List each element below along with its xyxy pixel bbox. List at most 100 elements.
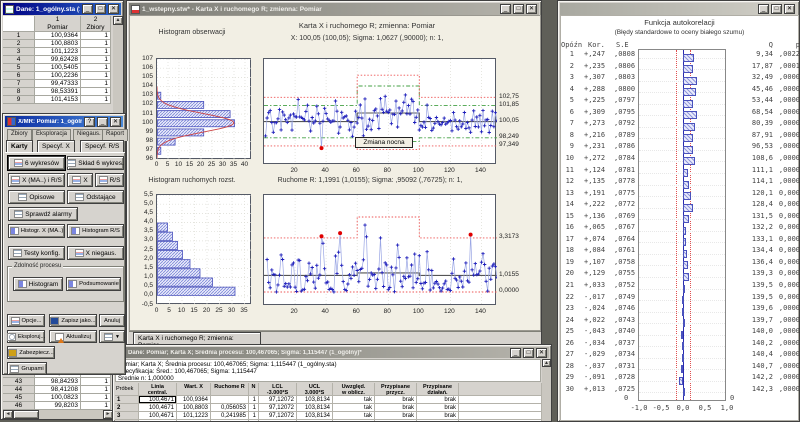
cell[interactable]: 1 — [249, 396, 259, 404]
cell[interactable]: 100,4671 — [139, 404, 177, 412]
column-header[interactable]: Ruchome R — [211, 383, 249, 396]
cell[interactable]: brak — [375, 404, 417, 412]
cell[interactable]: 101,1223 — [177, 412, 211, 420]
tab-raport[interactable]: Raport — [102, 129, 129, 141]
maximize-button[interactable]: □ — [513, 4, 524, 14]
cell[interactable]: 97,12072 — [259, 404, 297, 412]
cell[interactable]: 100,4671 — [139, 396, 177, 404]
cell[interactable]: 1 — [249, 420, 259, 421]
close-button[interactable]: ✕ — [108, 4, 119, 14]
horizontal-scrollbar[interactable] — [3, 410, 113, 419]
minimize-button[interactable]: _ — [500, 4, 511, 14]
maximize-button[interactable]: □ — [523, 347, 534, 358]
cell[interactable]: 1 — [81, 386, 111, 394]
column-header[interactable]: N — [249, 383, 259, 396]
anuluj-button[interactable]: Anuluj — [99, 314, 125, 327]
cell[interactable]: 99,8203 — [35, 402, 81, 410]
column-header[interactable]: Przypisane działań. — [417, 383, 459, 396]
column-header[interactable]: UCL 3.000*S — [297, 383, 333, 396]
column-header[interactable]: 2 Zbiory — [81, 16, 111, 32]
histogram-rs-button[interactable]: Histogram R/S — [67, 224, 124, 238]
zdolnosc-histogram-button[interactable]: Histogram — [13, 277, 63, 291]
scroll-up-button[interactable]: ▲ — [113, 16, 123, 25]
close-button[interactable]: ✕ — [536, 347, 547, 358]
xmr-titlebar[interactable]: X/MR: Pomiar: 1_ogólny.sta ? _ ✕ — [5, 116, 123, 127]
testy-konfig-button[interactable]: Testy konfig. — [8, 246, 65, 260]
cell[interactable]: 103,8134 — [297, 412, 333, 420]
cell[interactable]: 98,41208 — [35, 386, 81, 394]
cell[interactable]: 100,9364 — [35, 32, 81, 40]
cell[interactable]: 0,241985 — [211, 412, 249, 420]
cell[interactable]: tak — [333, 396, 375, 404]
tab-eksploracja[interactable]: Eksploracja — [32, 129, 72, 141]
cell[interactable]: 100,8803 — [35, 40, 81, 48]
histogram-x-button[interactable]: Histogr. X (MA..) — [8, 224, 65, 238]
six-charts-button[interactable]: 6 wykresów — [8, 156, 65, 170]
cell[interactable]: brak — [375, 420, 417, 421]
help-button[interactable]: ? — [84, 116, 95, 127]
scroll-left-button[interactable]: ◄ — [3, 410, 13, 419]
odstajace-button[interactable]: Odstające — [67, 190, 124, 204]
maximize-button[interactable]: □ — [95, 4, 106, 14]
cell[interactable]: 100,4671 — [139, 412, 177, 420]
minimize-button[interactable]: _ — [510, 347, 521, 358]
cell[interactable]: 103,8134 — [297, 396, 333, 404]
cell[interactable]: 99,62428 — [177, 420, 211, 421]
zapisz-jako-button[interactable]: Zapisz jako... — [49, 314, 97, 327]
eksploruj-button[interactable]: Eksploruj... — [6, 330, 45, 343]
rs-chart-button[interactable]: R/S — [95, 173, 124, 187]
cell[interactable]: 100,8803 — [177, 404, 211, 412]
opcje-button[interactable]: Opcje... — [7, 314, 45, 327]
cell[interactable]: 1 — [81, 394, 111, 402]
cell[interactable]: 99,47333 — [35, 80, 81, 88]
graph-window-titlebar[interactable]: 1_wstepny.stw* - Karta X i ruchomego R; … — [129, 3, 539, 15]
cell[interactable]: brak — [375, 412, 417, 420]
sklad-button[interactable]: Skład 6 wykres. — [67, 156, 124, 170]
cell[interactable]: 97,12072 — [259, 412, 297, 420]
close-button[interactable]: ✕ — [110, 116, 121, 127]
cell[interactable]: 1 — [81, 56, 111, 64]
column-header[interactable]: Przypisane przycz. — [375, 383, 417, 396]
cell[interactable]: 99,62428 — [35, 56, 81, 64]
data-window-titlebar[interactable]: Dane: 1_ogólny.sta (10 zm... _ □ ✕ — [3, 3, 121, 15]
cell[interactable]: 97,12072 — [259, 420, 297, 421]
cell[interactable]: 103,8134 — [297, 404, 333, 412]
minimize-button[interactable]: _ — [97, 116, 108, 127]
aktualizuj-button[interactable]: Aktualizuj — [49, 330, 97, 343]
cell[interactable]: 101,1223 — [35, 48, 81, 56]
cell[interactable]: 101,4153 — [35, 96, 81, 104]
cell[interactable]: brak — [417, 412, 459, 420]
cell[interactable]: 103,8134 — [297, 420, 333, 421]
cell[interactable]: 1 — [81, 88, 111, 96]
opisowe-button[interactable]: Opisowe — [8, 190, 65, 204]
cell[interactable]: 100,0823 — [35, 394, 81, 402]
column-header[interactable]: 1 Pomiar — [35, 16, 81, 32]
cell[interactable]: brak — [417, 420, 459, 421]
cell[interactable]: 100,2236 — [35, 72, 81, 80]
column-header[interactable]: LCL -3.000*S — [259, 383, 297, 396]
grupami-button[interactable]: Grupami — [7, 362, 47, 375]
tab-specyf-x[interactable]: Specyf. X — [37, 140, 75, 153]
cell[interactable]: 1 — [81, 72, 111, 80]
hscroll-thumb[interactable] — [13, 410, 39, 419]
cell[interactable]: 1 — [81, 402, 111, 410]
cell[interactable]: 100,5405 — [35, 64, 81, 72]
tab-zbiory[interactable]: Zbiory — [7, 129, 32, 141]
cell[interactable]: 1,498003 — [211, 420, 249, 421]
column-header[interactable]: Linia central. — [139, 383, 177, 396]
results-window-titlebar[interactable]: Dane: Pomiar; Karta X; Średnia procesu: … — [115, 347, 549, 358]
acf-window-titlebar[interactable]: _ □ ✕ — [560, 3, 797, 15]
minimize-button[interactable]: _ — [82, 4, 93, 14]
x-chart-button[interactable]: X — [67, 173, 93, 187]
column-header[interactable]: Uwzględ. w oblicz. — [333, 383, 375, 396]
tab-specyf-rs[interactable]: Specyf. R/S — [80, 140, 125, 153]
x-niegaus-button[interactable]: X niegaus. — [67, 246, 124, 260]
cell[interactable]: 1 — [81, 32, 111, 40]
cell[interactable]: tak — [333, 404, 375, 412]
cell[interactable]: 1 — [81, 378, 111, 386]
results-vscrollbar[interactable] — [542, 359, 551, 421]
cell[interactable]: 1 — [81, 40, 111, 48]
cell[interactable] — [211, 396, 249, 404]
cell[interactable]: 100,9364 — [177, 396, 211, 404]
cell[interactable]: brak — [375, 396, 417, 404]
